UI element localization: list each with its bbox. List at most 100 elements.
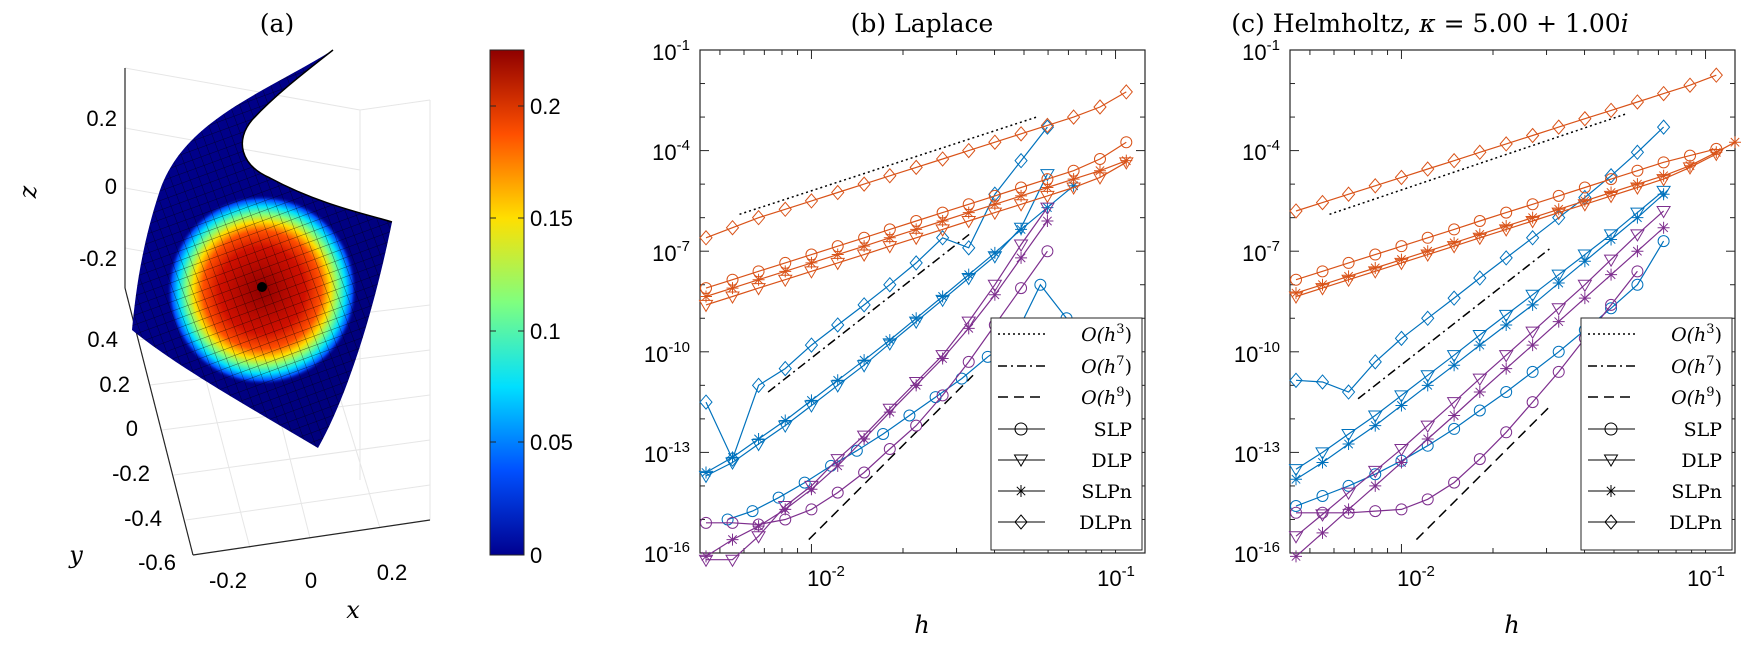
data-point [1552, 119, 1566, 135]
data-point [1290, 473, 1302, 486]
data-point [962, 322, 975, 335]
data-point [1290, 550, 1302, 563]
data-point [1395, 240, 1408, 253]
data-point [1656, 85, 1671, 102]
data-point [1066, 109, 1081, 125]
data-point [805, 394, 818, 407]
data-point [1395, 253, 1408, 266]
z-tick-label: -0.2 [79, 246, 117, 271]
data-point [1473, 453, 1486, 466]
data-point [1369, 479, 1382, 492]
series-line [1295, 210, 1664, 537]
legend-item-slpn: SLPn [1588, 481, 1722, 503]
data-point [857, 176, 871, 192]
data-point [1577, 249, 1593, 263]
data-point [1631, 211, 1644, 224]
data-point [1525, 230, 1540, 246]
data-point [746, 505, 759, 518]
data-point [1341, 428, 1356, 442]
data-point [935, 151, 950, 167]
data-point [831, 248, 844, 261]
data-point [1015, 282, 1028, 295]
data-point [1473, 339, 1486, 352]
data-point [910, 419, 923, 432]
data-point [1526, 365, 1539, 378]
data-point [700, 516, 713, 529]
data-point [1631, 178, 1644, 191]
data-point [1067, 173, 1080, 186]
data-point [1120, 154, 1133, 167]
panel-c-legend: O(h3) O(h7) O(h9) SLP DLP [1580, 317, 1733, 551]
panel-a-y-ticks: 0.4 0.2 0 -0.2 -0.4 -0.6 [87, 327, 176, 575]
series-line [705, 126, 1048, 461]
data-point [1630, 207, 1645, 221]
data-point [1316, 456, 1329, 469]
svg-text:SLP: SLP [1684, 419, 1723, 441]
data-point [1041, 245, 1054, 258]
legend-item-dlpn: DLPn [1588, 512, 1722, 534]
y-tick-label: 10-13 [1234, 439, 1280, 467]
y-tick-label: -0.4 [124, 506, 162, 531]
data-point [779, 503, 792, 516]
data-point [910, 379, 923, 392]
series-line [705, 220, 1048, 557]
panel-b-y-tick-labels: 10-1 10-4 10-7 10-10 10-13 10-16 [644, 37, 690, 567]
data-point [1120, 136, 1133, 149]
data-point [1473, 228, 1486, 241]
data-point [858, 432, 871, 445]
svg-text:DLPn: DLPn [1669, 512, 1722, 534]
data-point [1683, 77, 1697, 93]
data-point [1015, 189, 1028, 202]
data-point [831, 374, 844, 387]
data-point [1369, 419, 1382, 432]
data-point [1041, 181, 1054, 194]
svg-text:DLP: DLP [1681, 450, 1722, 472]
data-point [1015, 251, 1028, 264]
data-point [725, 554, 740, 568]
data-point [1552, 315, 1565, 328]
data-point [1472, 373, 1488, 387]
legend-item-o-h7: O(h7) [1588, 354, 1722, 378]
data-point [778, 360, 792, 377]
data-point [883, 167, 897, 184]
data-point [1656, 119, 1671, 135]
data-point [910, 223, 923, 236]
series-slpn [1290, 188, 1670, 486]
legend-box [1580, 317, 1733, 551]
data-point [1289, 372, 1303, 389]
data-point [1448, 422, 1461, 435]
data-point [1552, 209, 1566, 226]
series-line [1295, 148, 1717, 281]
data-point [987, 279, 1003, 293]
data-point [779, 414, 792, 427]
z-axis-label: z [14, 185, 42, 199]
series-dlp [1288, 205, 1671, 544]
data-point [1315, 447, 1330, 460]
data-point [1315, 509, 1330, 522]
data-point [1472, 330, 1488, 343]
data-point [1395, 503, 1408, 516]
z-tick-label: 0 [105, 174, 117, 199]
data-point [779, 265, 792, 278]
x-tick-label: 0 [305, 568, 317, 593]
data-point [1577, 279, 1593, 293]
data-point [798, 476, 811, 489]
data-point [883, 231, 896, 244]
data-point [1447, 152, 1461, 169]
data-point [1014, 126, 1028, 142]
data-point [752, 273, 765, 286]
data-point [726, 533, 739, 546]
data-point [1630, 94, 1645, 110]
reference-line-dotted [1329, 113, 1627, 216]
colorbar-tick-label: 0.15 [530, 206, 573, 231]
data-point [1552, 189, 1565, 202]
data-point [752, 520, 765, 533]
x-tick-label: 10-2 [1397, 563, 1435, 591]
data-point [1446, 397, 1462, 410]
series-slpn [700, 154, 1133, 303]
legend-box [990, 317, 1143, 551]
data-point [883, 334, 896, 347]
colorbar-gradient [489, 49, 525, 556]
data-point [1631, 265, 1644, 278]
data-point [1421, 310, 1435, 327]
